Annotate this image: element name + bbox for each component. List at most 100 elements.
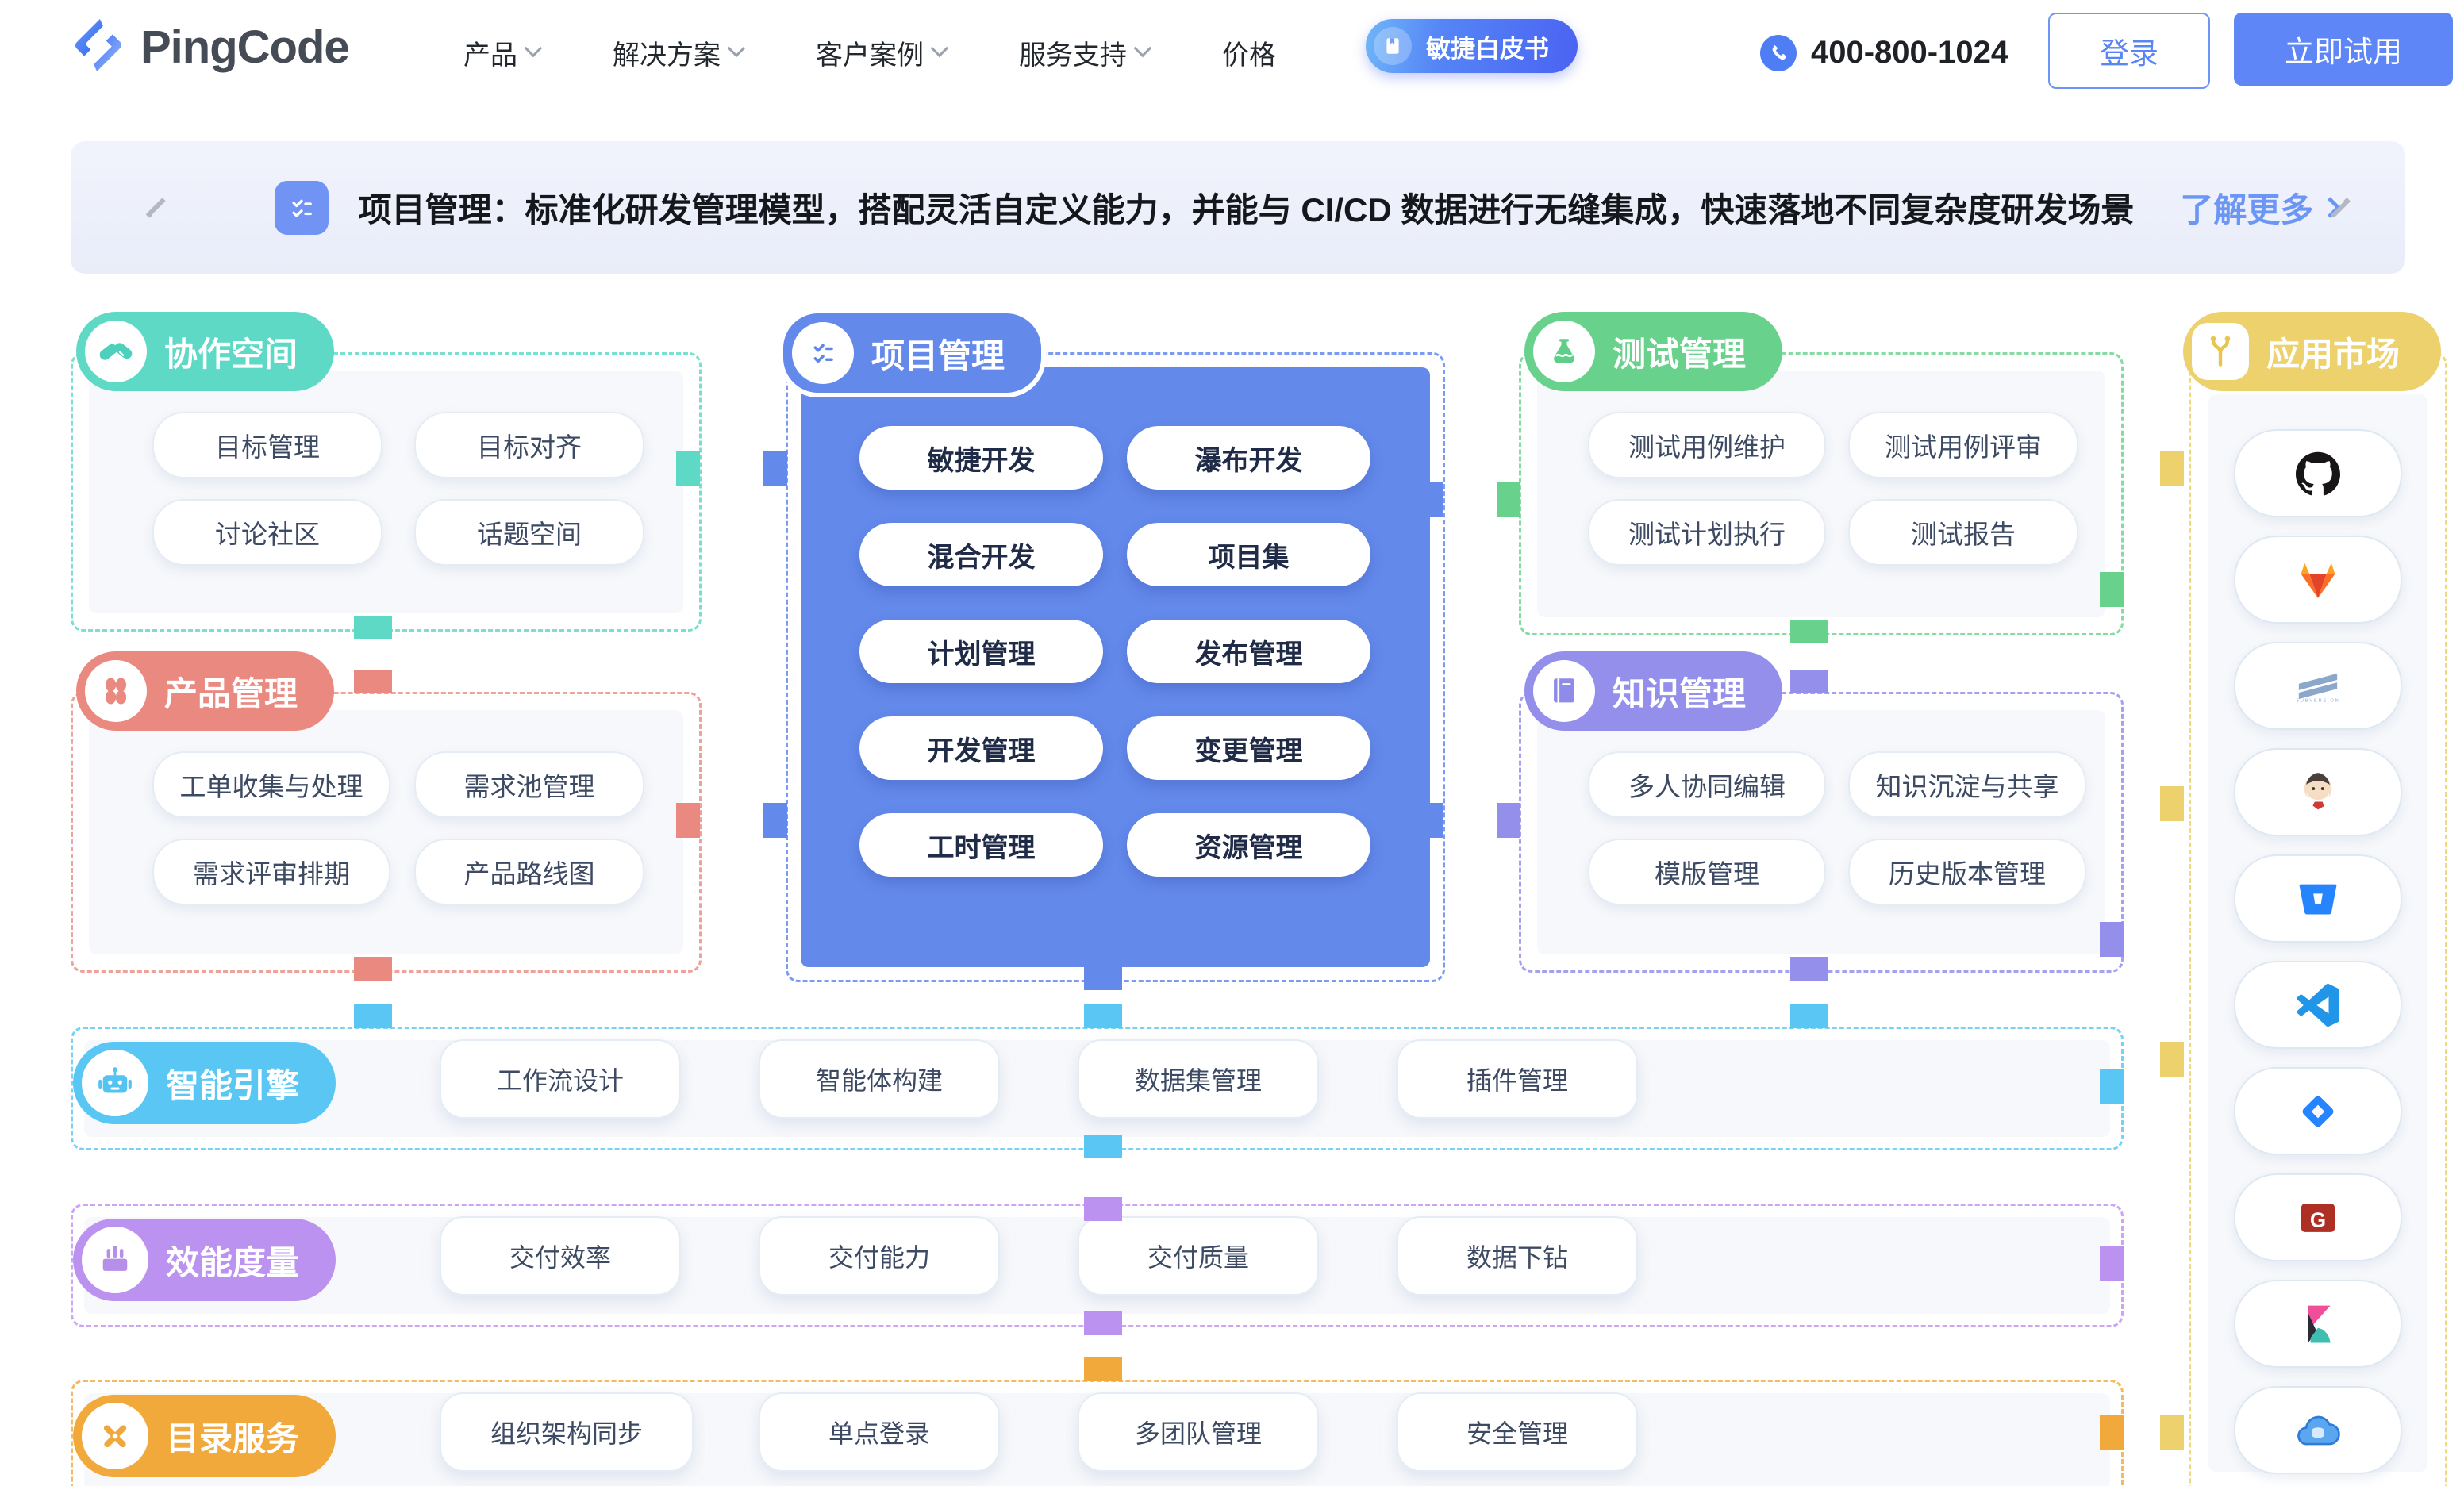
- feature-card[interactable]: 交付能力: [759, 1216, 1000, 1296]
- nav-item-products[interactable]: 产品: [463, 33, 543, 72]
- section-header-project: 项目管理: [778, 309, 1047, 397]
- feature-pill[interactable]: 项目集: [1127, 523, 1370, 586]
- carousel-prev-icon[interactable]: [145, 197, 167, 218]
- chevron-down-icon: [1133, 39, 1152, 57]
- app-bitbucket[interactable]: [2234, 854, 2402, 943]
- book-icon: [1374, 27, 1412, 65]
- feature-card[interactable]: 工作流设计: [440, 1039, 681, 1119]
- feature-pill[interactable]: 发布管理: [1127, 620, 1370, 683]
- svg-text:G: G: [2310, 1208, 2326, 1231]
- section-header-directory: 目录服务: [73, 1395, 336, 1477]
- feature-pill[interactable]: 测试报告: [1848, 499, 2078, 566]
- feature-card[interactable]: 智能体构建: [759, 1039, 1000, 1119]
- section-ai-engine: 智能引擎 工作流设计 智能体构建 数据集管理 插件管理: [71, 1027, 2124, 1150]
- flow-arrow-left: [1497, 482, 1520, 517]
- feature-card[interactable]: 安全管理: [1397, 1392, 1638, 1472]
- feature-pill[interactable]: 产品路线图: [414, 839, 644, 905]
- section-header-testing: 测试管理: [1524, 312, 1783, 391]
- branch-icon: [2192, 323, 2249, 380]
- flow-arrow-right: [2100, 572, 2124, 607]
- tools-icon: [82, 1403, 148, 1469]
- feature-pill[interactable]: 混合开发: [859, 523, 1103, 586]
- flow-arrow-right: [2100, 922, 2124, 957]
- feature-pill[interactable]: 需求评审排期: [152, 839, 390, 905]
- feature-pill[interactable]: 模版管理: [1588, 839, 1826, 905]
- feature-pill[interactable]: 资源管理: [1127, 813, 1370, 877]
- feature-card[interactable]: 交付效率: [440, 1216, 681, 1296]
- section-panel: [1537, 371, 2105, 617]
- nav-item-support[interactable]: 服务支持: [1019, 33, 1152, 72]
- feature-pill[interactable]: 目标对齐: [414, 412, 644, 478]
- feature-pill[interactable]: 目标管理: [152, 412, 382, 478]
- section-title: 测试管理: [1613, 335, 1747, 373]
- feature-pill[interactable]: 工单收集与处理: [152, 751, 390, 818]
- feature-card[interactable]: 组织架构同步: [440, 1392, 694, 1472]
- feature-pill[interactable]: 工时管理: [859, 813, 1103, 877]
- feature-pill[interactable]: 计划管理: [859, 620, 1103, 683]
- section-test-mgmt: 测试管理 测试用例维护 测试用例评审 测试计划执行 测试报告: [1519, 312, 2124, 635]
- nav-item-solutions[interactable]: 解决方案: [613, 33, 746, 72]
- feature-pill[interactable]: 测试用例维护: [1588, 412, 1826, 478]
- phone-number: 400-800-1024: [1811, 35, 2009, 70]
- flow-arrow-up: [1084, 1004, 1122, 1028]
- app-kibana[interactable]: [2234, 1280, 2402, 1368]
- app-cloud-drive[interactable]: [2234, 1386, 2402, 1474]
- feature-pill[interactable]: 话题空间: [414, 499, 644, 566]
- app-gitee[interactable]: G: [2234, 1173, 2402, 1261]
- feature-pill[interactable]: 开发管理: [859, 716, 1103, 780]
- flow-arrow-right: [2100, 1069, 2124, 1104]
- app-vscode[interactable]: [2234, 961, 2402, 1049]
- flow-arrow-right: [2100, 1246, 2124, 1281]
- flow-arrow-right: [676, 803, 700, 838]
- app-jenkins[interactable]: [2234, 748, 2402, 836]
- feature-card[interactable]: 多团队管理: [1078, 1392, 1319, 1472]
- feature-pill[interactable]: 测试用例评审: [1848, 412, 2078, 478]
- feature-pill[interactable]: 知识沉淀与共享: [1848, 751, 2086, 818]
- nav-item-customers[interactable]: 客户案例: [816, 33, 949, 72]
- nav-item-pricing[interactable]: 价格: [1222, 33, 1276, 72]
- whitepaper-button[interactable]: 敏捷白皮书: [1366, 19, 1578, 73]
- free-trial-button[interactable]: 立即试用: [2234, 13, 2453, 86]
- login-button[interactable]: 登录: [2048, 13, 2210, 89]
- feature-card[interactable]: 数据集管理: [1078, 1039, 1319, 1119]
- feature-pill[interactable]: 讨论社区: [152, 499, 382, 566]
- app-subversion[interactable]: SUBVERSION: [2234, 642, 2402, 730]
- flow-arrow-right: [1420, 482, 1443, 517]
- feature-pill[interactable]: 变更管理: [1127, 716, 1370, 780]
- feature-card[interactable]: 单点登录: [759, 1392, 1000, 1472]
- app-gitlab[interactable]: [2234, 536, 2402, 624]
- phone-contact[interactable]: 400-800-1024: [1760, 0, 2008, 106]
- feature-card[interactable]: 数据下钻: [1397, 1216, 1638, 1296]
- learn-more-label: 了解更多: [2180, 191, 2314, 228]
- whitepaper-label: 敏捷白皮书: [1426, 34, 1549, 63]
- section-header-knowledge: 知识管理: [1524, 651, 1783, 731]
- feature-card[interactable]: 交付质量: [1078, 1216, 1319, 1296]
- feature-pill[interactable]: 测试计划执行: [1588, 499, 1826, 566]
- feature-pill[interactable]: 需求池管理: [414, 751, 644, 818]
- feature-pill[interactable]: 瀑布开发: [1127, 426, 1370, 490]
- section-title: 知识管理: [1613, 674, 1747, 712]
- flow-arrow-up: [1790, 670, 1828, 693]
- feature-pill[interactable]: 多人协同编辑: [1588, 751, 1826, 818]
- app-jira[interactable]: [2234, 1067, 2402, 1155]
- section-title: 应用市场: [2266, 335, 2401, 373]
- flow-arrow-left: [2160, 786, 2184, 821]
- pingcode-logo-icon: [71, 17, 126, 77]
- kibana-icon: [2308, 1305, 2331, 1342]
- section-directory: 目录服务 组织架构同步 单点登录 多团队管理 安全管理: [71, 1380, 2124, 1486]
- learn-more-link[interactable]: 了解更多: [2180, 183, 2342, 232]
- flow-arrow-down: [1084, 1135, 1122, 1158]
- flow-arrow-up: [1084, 1357, 1122, 1381]
- feature-pill[interactable]: 历史版本管理: [1848, 839, 2086, 905]
- flow-arrow-left: [2160, 451, 2184, 486]
- app-github[interactable]: [2234, 429, 2402, 517]
- flow-arrow-right: [1420, 803, 1443, 838]
- section-panel: [89, 710, 683, 954]
- jira-icon: [2302, 1096, 2334, 1127]
- feature-card[interactable]: 插件管理: [1397, 1039, 1638, 1119]
- pingcode-logo[interactable]: PingCode: [71, 17, 350, 77]
- feature-pill[interactable]: 敏捷开发: [859, 426, 1103, 490]
- section-product-mgmt: 产品管理 工单收集与处理 需求池管理 需求评审排期 产品路线图: [71, 651, 702, 973]
- handshake-icon: [85, 321, 147, 382]
